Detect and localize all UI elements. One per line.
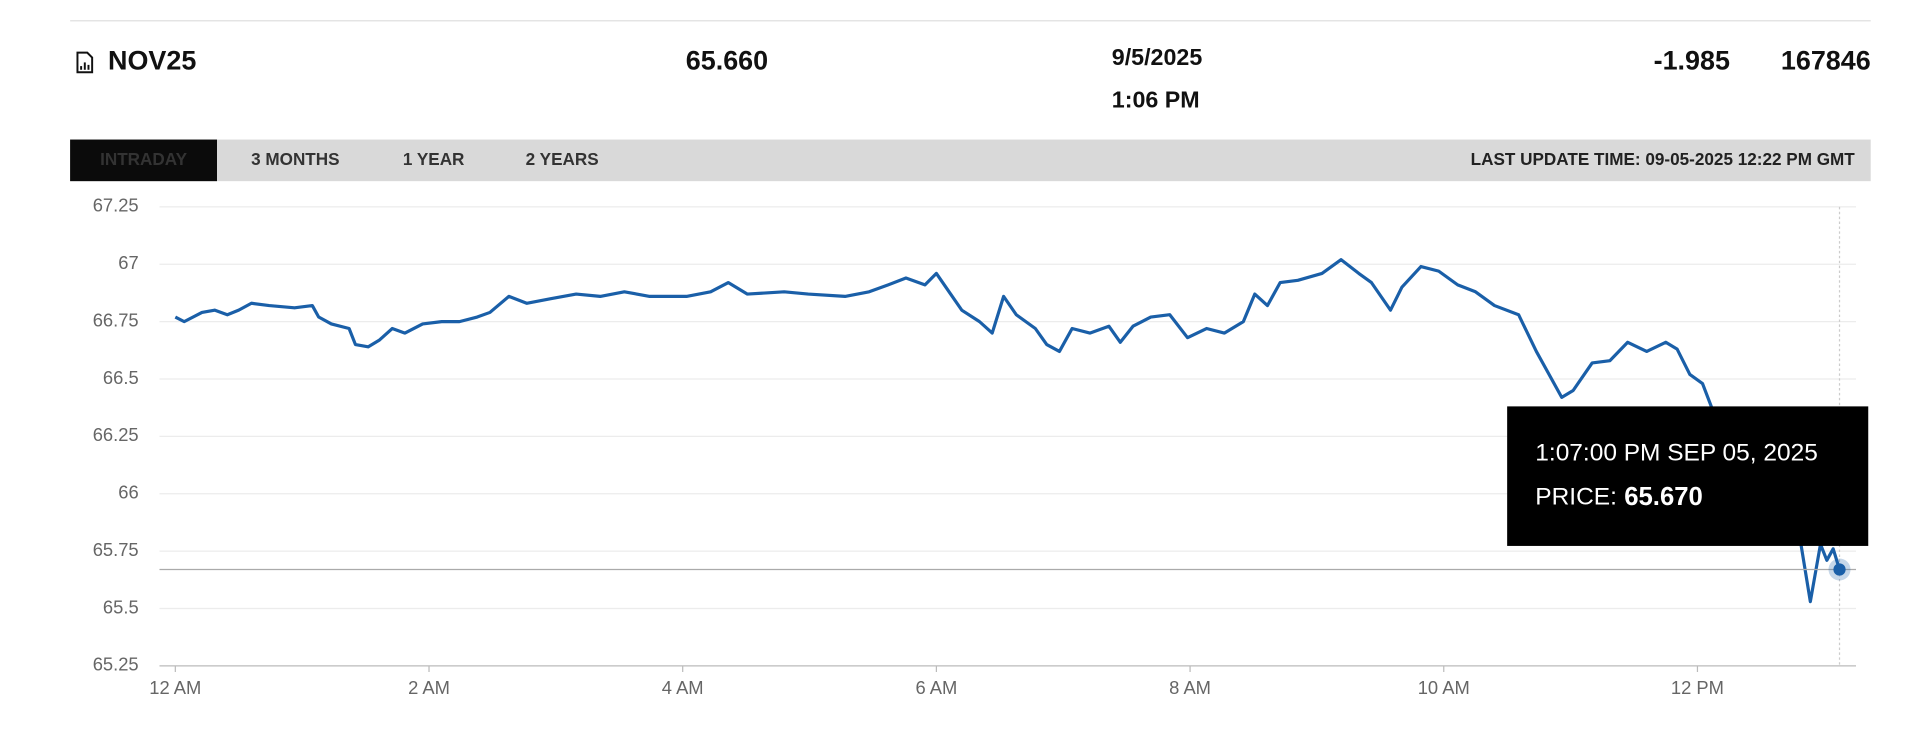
x-tick-label: 6 AM (915, 677, 957, 698)
volume: 167846 (1781, 46, 1871, 76)
tab-active-bg[interactable] (70, 139, 217, 182)
tab[interactable]: 1 YEAR (403, 149, 465, 169)
symbol-icon (76, 51, 94, 74)
tooltip-box (1507, 406, 1869, 546)
date: 9/5/2025 (1112, 44, 1203, 70)
tab[interactable]: INTRADAY (100, 149, 187, 169)
hover-point (1833, 563, 1846, 576)
symbol: NOV25 (108, 46, 196, 76)
change: -1.985 (1654, 46, 1730, 76)
tab-bar (70, 139, 1871, 182)
tooltip-time: 1:07:00 PM SEP 05, 2025 (1535, 440, 1818, 467)
y-tick-label: 66.25 (93, 424, 139, 445)
tooltip-price: 65.670 (1624, 483, 1703, 511)
x-tick-label: 12 PM (1671, 677, 1724, 698)
y-tick-label: 65.75 (93, 539, 139, 560)
y-tick-label: 67 (118, 252, 138, 273)
tabs: INTRADAY 3 MONTHS 1 YEAR 2 YEARS (70, 139, 599, 182)
y-tick-label: 65.25 (93, 654, 139, 675)
plot: 65.25 65.5 65.75 66 66.25 66.5 66.75 67 67.25 12 … (93, 195, 1869, 698)
time: 1:06 PM (1112, 87, 1200, 113)
tab[interactable]: 2 YEARS (526, 149, 599, 169)
last-price: 65.660 (686, 46, 768, 76)
last-update: LAST UPDATE TIME: 09-05-2025 12:22 PM GM… (1471, 149, 1856, 169)
x-tick-label: 12 AM (149, 677, 201, 698)
y-tick-label: 66 (118, 482, 138, 503)
x-tick-label: 8 AM (1169, 677, 1211, 698)
y-tick-label: 65.5 (103, 596, 139, 617)
price-line (174, 258, 1842, 604)
x-tick-label: 10 AM (1418, 677, 1470, 698)
x-tick-label: 4 AM (662, 677, 704, 698)
y-tick-label: 67.25 (93, 195, 139, 216)
y-tick-label: 66.5 (103, 367, 139, 388)
tooltip-price-label: PRICE: (1535, 484, 1617, 511)
x-tick-label: 2 AM (408, 677, 450, 698)
y-tick-label: 66.75 (93, 309, 139, 330)
tab[interactable]: 3 MONTHS (251, 149, 340, 169)
